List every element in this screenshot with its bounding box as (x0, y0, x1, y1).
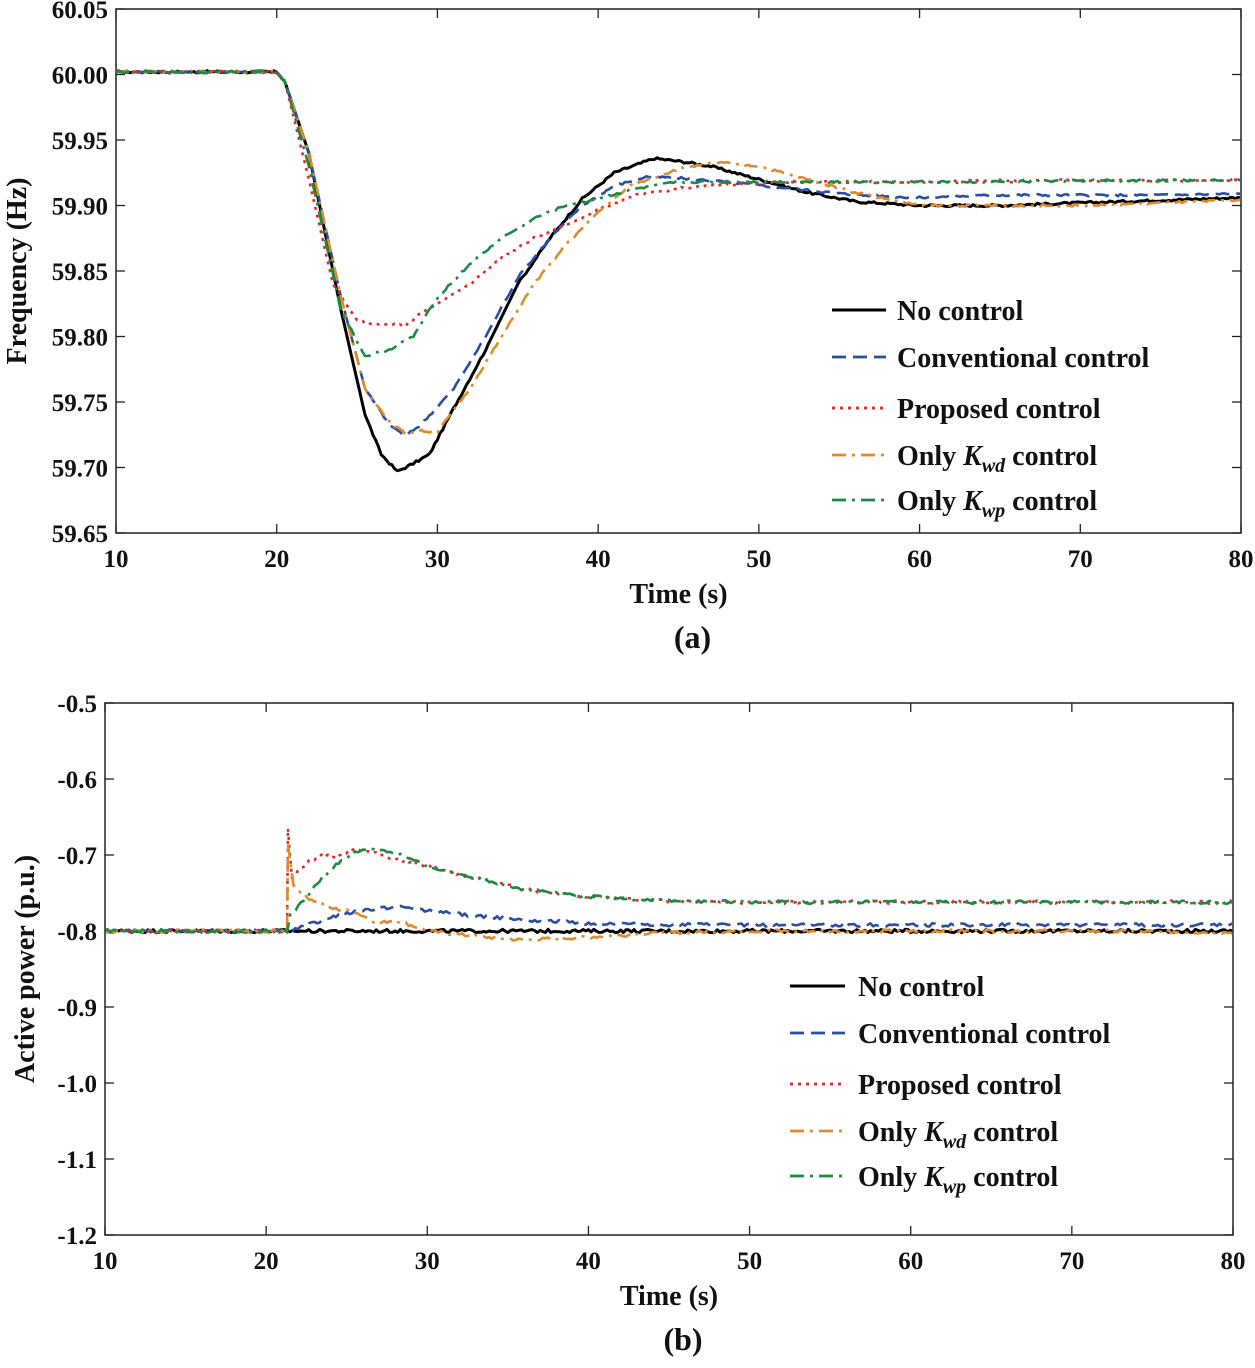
y-tick-label: -1.1 (57, 1147, 97, 1174)
series-line-4 (117, 69, 1240, 358)
legend-label: Only Kwd control (858, 1117, 1058, 1153)
panel-caption: (a) (674, 619, 711, 655)
x-tick-label: 50 (737, 1248, 762, 1275)
y-tick-label: 59.90 (52, 194, 108, 221)
x-axis-label: Time (s) (620, 1281, 718, 1312)
x-tick-label: 50 (746, 546, 771, 573)
y-tick-label: -1.0 (57, 1071, 97, 1098)
x-tick-label: 70 (1059, 1248, 1084, 1275)
legend-label: Conventional control (897, 343, 1149, 374)
y-tick-label: 59.80 (52, 325, 108, 352)
x-tick-label: 10 (93, 1248, 118, 1275)
y-tick-label: -0.9 (57, 995, 97, 1022)
x-tick-label: 20 (254, 1248, 279, 1275)
y-axis-label: Active power (p.u.) (10, 855, 41, 1083)
series-line-1 (106, 904, 1232, 934)
series-line-2 (117, 69, 1240, 328)
series-line-3 (106, 842, 1232, 943)
x-axis-label: Time (s) (629, 579, 727, 610)
x-tick-label: 40 (576, 1248, 601, 1275)
x-tick-label: 10 (104, 546, 129, 573)
x-tick-label: 20 (264, 546, 289, 573)
legend-label: Only Kwp control (858, 1162, 1058, 1198)
series-line-1 (117, 69, 1240, 437)
y-tick-label: -0.6 (57, 767, 97, 794)
y-tick-label: 59.75 (52, 390, 108, 417)
y-tick-label: 59.85 (52, 259, 108, 286)
chart-panel-b: 10 20 30 40 50 60 70 80 -1.2 -1.1 -1.0 -0.9 -0.8 -0.7… (10, 691, 1246, 1357)
legend: No control Conventional control Proposed c… (790, 972, 1110, 1198)
y-tick-label: 59.95 (52, 128, 108, 155)
x-tick-label: 80 (1229, 546, 1254, 573)
chart-panel-a: 10 20 30 40 50 60 70 80 59.65 59.70 59.75 59.80 59.8… (2, 0, 1254, 655)
x-tick-label: 70 (1068, 546, 1093, 573)
series-line-2 (106, 827, 1232, 934)
x-tick-label: 80 (1221, 1248, 1246, 1275)
y-tick-label: 60.05 (52, 0, 108, 24)
legend-label: Proposed control (897, 394, 1101, 425)
x-tick-label: 60 (898, 1248, 923, 1275)
legend-label: No control (858, 972, 984, 1003)
y-tick-label: -0.7 (57, 843, 97, 870)
x-tick-label: 30 (415, 1248, 440, 1275)
x-tick-label: 60 (907, 546, 932, 573)
series-line-3 (117, 69, 1240, 436)
series-line-4 (106, 847, 1232, 934)
legend-label: Only Kwp control (897, 486, 1097, 522)
legend-label: Proposed control (858, 1070, 1062, 1101)
legend: No control Conventional control Proposed c… (832, 296, 1149, 522)
legend-label: Only Kwd control (897, 441, 1097, 477)
x-tick-label: 30 (425, 546, 450, 573)
y-axis-label: Frequency (Hz) (2, 178, 33, 365)
legend-label: No control (897, 296, 1023, 327)
panel-caption: (b) (663, 1321, 702, 1357)
y-tick-label: 60.00 (52, 63, 108, 90)
y-tick-label: -0.8 (57, 919, 97, 946)
x-tick-label: 40 (586, 546, 611, 573)
legend-label: Conventional control (858, 1019, 1110, 1050)
y-tick-label: -1.2 (57, 1223, 97, 1250)
plot-frame (104, 702, 1234, 1236)
y-tick-label: 59.65 (52, 521, 108, 548)
y-tick-label: 59.70 (52, 456, 108, 483)
y-tick-label: -0.5 (57, 691, 97, 718)
